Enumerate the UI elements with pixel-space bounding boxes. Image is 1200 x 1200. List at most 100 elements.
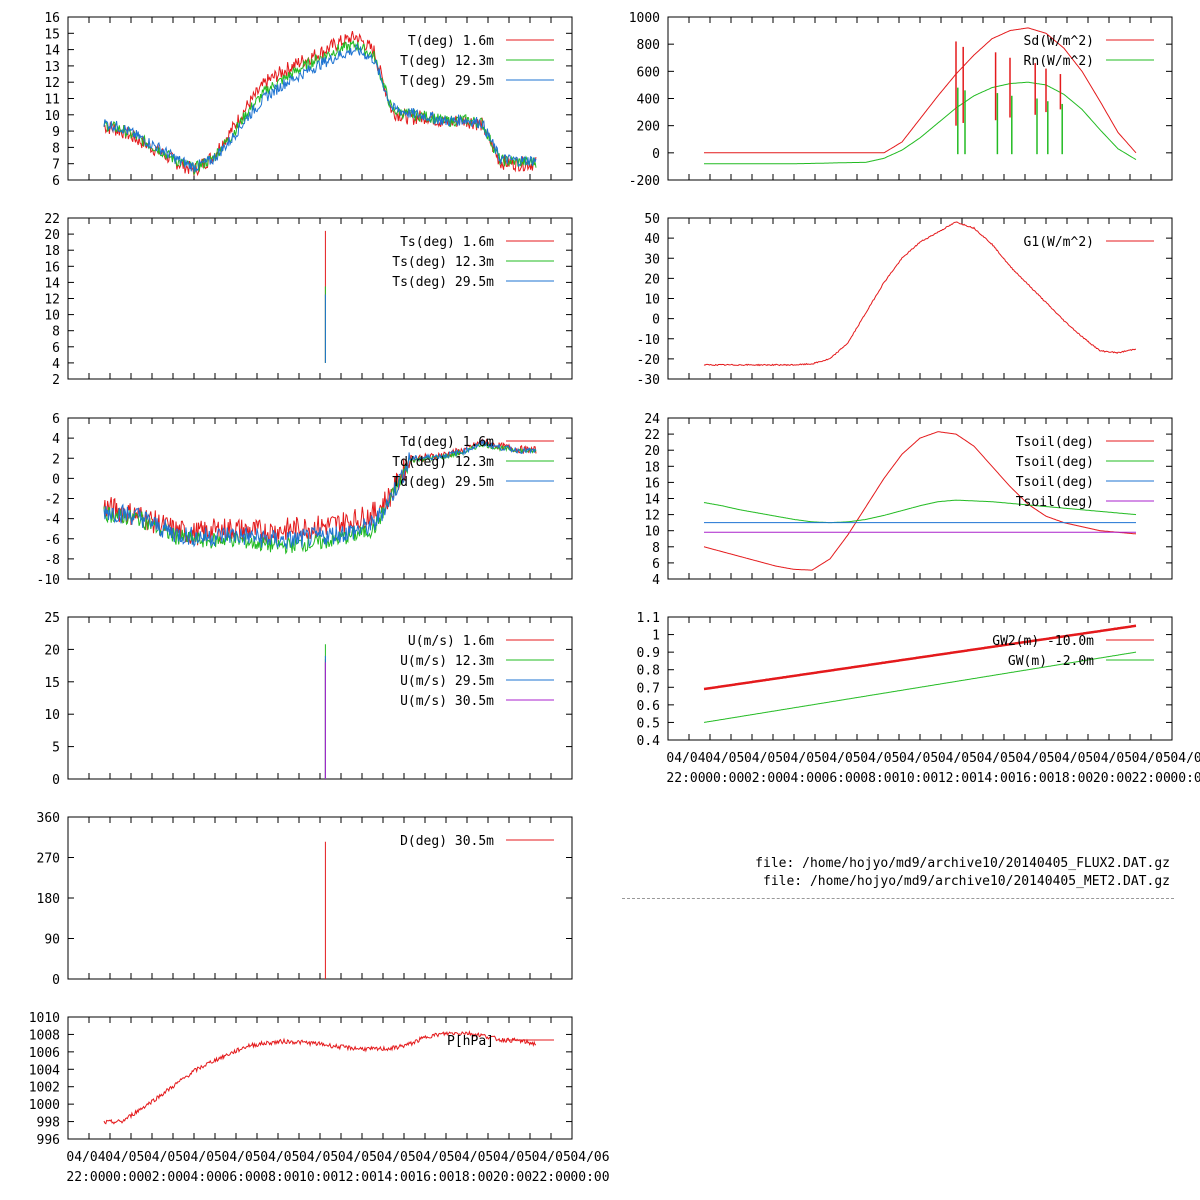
x-tick-label: 04/05 [1015,751,1054,766]
file-label-flux: file: /home/hojyo/md9/archive10/20140405… [755,856,1170,871]
y-tick-label: 0.4 [637,734,661,749]
y-tick-label: 998 [37,1116,60,1131]
y-tick-label: -200 [629,174,660,189]
x-tick-label: 04:00 [183,1170,222,1185]
y-tick-label: 20 [44,228,60,243]
legend-label: Rn(W/m^2) [1024,54,1094,69]
x-tick-label: 16:00 [415,1170,454,1185]
x-tick-label: 00:00 [570,1170,609,1185]
x-tick-label: 00:00 [705,771,744,786]
chart-sd: -200 0 200 400 600 800 1000 Sd(W/m^2) Rn(W/m^2) [629,11,1173,189]
y-tick-label: 0.5 [637,716,660,731]
x-tick-label: 04/06 [570,1150,609,1165]
legend-label: U(m/s) 30.5m [400,694,494,709]
y-tick-label: 22 [44,212,60,227]
x-tick-label: 04/05 [899,751,938,766]
x-tick-label: 12:00 [338,1170,377,1185]
x-tick-label: 04/05 [222,1150,261,1165]
x-tick-label: 04/05 [454,1150,493,1165]
x-tick-label: 20:00 [1093,771,1132,786]
y-tick-label: 10 [44,708,60,723]
y-tick-label: 4 [52,432,60,447]
y-tick-label: 800 [637,38,660,53]
y-tick-label: 0 [52,973,60,988]
x-tick-label: 08:00 [260,1170,299,1185]
chart-p: 996 998 1000 1002 1004 1006 1008 1010 P[hPa] 04/0… [29,1011,610,1185]
y-tick-label: 20 [44,643,60,658]
legend-label: U(m/s) 12.3m [400,654,494,669]
x-tick-label: 04/05 [493,1150,532,1165]
y-tick-label: 15 [44,676,60,691]
y-tick-label: 9 [52,125,60,140]
legend-label: U(m/s) 29.5m [400,674,494,689]
y-tick-label: 1000 [29,1098,60,1113]
y-tick-label: 270 [37,852,60,867]
x-tick-label: 04/04 [66,1150,105,1165]
x-tick-label: 04/05 [744,751,783,766]
y-tick-label: 8 [652,541,660,556]
legend-label: Td(deg) 12.3m [392,455,494,470]
y-tick-label: 200 [637,120,660,135]
y-tick-label: 14 [644,493,660,508]
y-tick-label: 1000 [629,11,660,26]
legend-label: Ts(deg) 1.6m [400,235,494,250]
divider [622,898,1174,899]
x-tick-label: 06:00 [822,771,861,786]
y-tick-label: 360 [37,811,60,826]
legend-label: Ts(deg) 29.5m [392,275,494,290]
x-tick-label: 04/05 [105,1150,144,1165]
x-tick-label: 04/05 [1132,751,1171,766]
y-tick-label: 1002 [29,1081,60,1096]
x-tick-label: 18:00 [454,1170,493,1185]
y-tick-label: 12 [644,509,660,524]
x-tick-label: 04/04 [666,751,705,766]
y-tick-label: 16 [44,260,60,275]
y-tick-label: 8 [52,141,60,156]
x-tick-label: 12:00 [938,771,977,786]
y-tick-label: 20 [644,444,660,459]
y-tick-label: -20 [637,353,660,368]
chart-td: -10 -8 -6 -4 -2 0 2 4 6 Td(deg) 1.6m Td(deg) 12.3m… [37,412,573,588]
legend-label: U(m/s) 1.6m [408,634,494,649]
plot-frame [67,1016,573,1140]
y-tick-label: -30 [637,373,660,388]
x-tick-label: 04/05 [144,1150,183,1165]
y-tick-label: 20 [644,272,660,287]
legend-label: Tsoil(deg) [1016,475,1094,490]
chart-u: 0 5 10 15 20 25 U(m/s) 1.6m U(m/s) 12.3m U(m/s) … [44,611,573,788]
y-tick-label: -2 [44,493,60,508]
chart-g1: -30 -20 -10 0 10 20 30 40 50 G1(W/m^2) [637,212,1173,388]
series-line [103,1029,536,1125]
y-tick-label: 13 [44,60,60,75]
y-tick-label: 0 [652,147,660,162]
y-tick-label: 600 [637,65,660,80]
legend-label: G1(W/m^2) [1024,235,1094,250]
x-tick-label: 04/05 [183,1150,222,1165]
y-tick-label: -4 [44,513,60,528]
chart-gw: 0.4 0.5 0.6 0.7 0.8 0.9 1 1.1 GW2(m) -10.0m GW(m)… [637,611,1200,786]
y-tick-label: 22 [644,428,660,443]
y-tick-label: 11 [44,93,60,108]
y-tick-label: 14 [44,44,60,59]
y-tick-label: 0.7 [637,681,660,696]
y-tick-label: 400 [637,93,660,108]
x-tick-label: 04/05 [338,1150,377,1165]
y-tick-label: 1 [652,629,660,644]
y-tick-label: 8 [52,325,60,340]
x-tick-label: 04/06 [1170,751,1200,766]
y-tick-label: 6 [652,557,660,572]
x-tick-label: 10:00 [299,1170,338,1185]
x-tick-label: 04/05 [977,751,1016,766]
plot-frame [67,616,573,780]
y-tick-label: 5 [52,741,60,756]
y-tick-label: 14 [44,276,60,291]
y-tick-label: 15 [44,27,60,42]
x-tick-label: 22:00 [666,771,705,786]
x-tick-label: 22:00 [532,1170,571,1185]
legend-label: T(deg) 1.6m [408,34,494,49]
series-line [103,43,537,173]
y-tick-label: 180 [37,892,60,907]
legend-label: Tsoil(deg) [1016,455,1094,470]
legend-label: Tsoil(deg) [1016,495,1094,510]
